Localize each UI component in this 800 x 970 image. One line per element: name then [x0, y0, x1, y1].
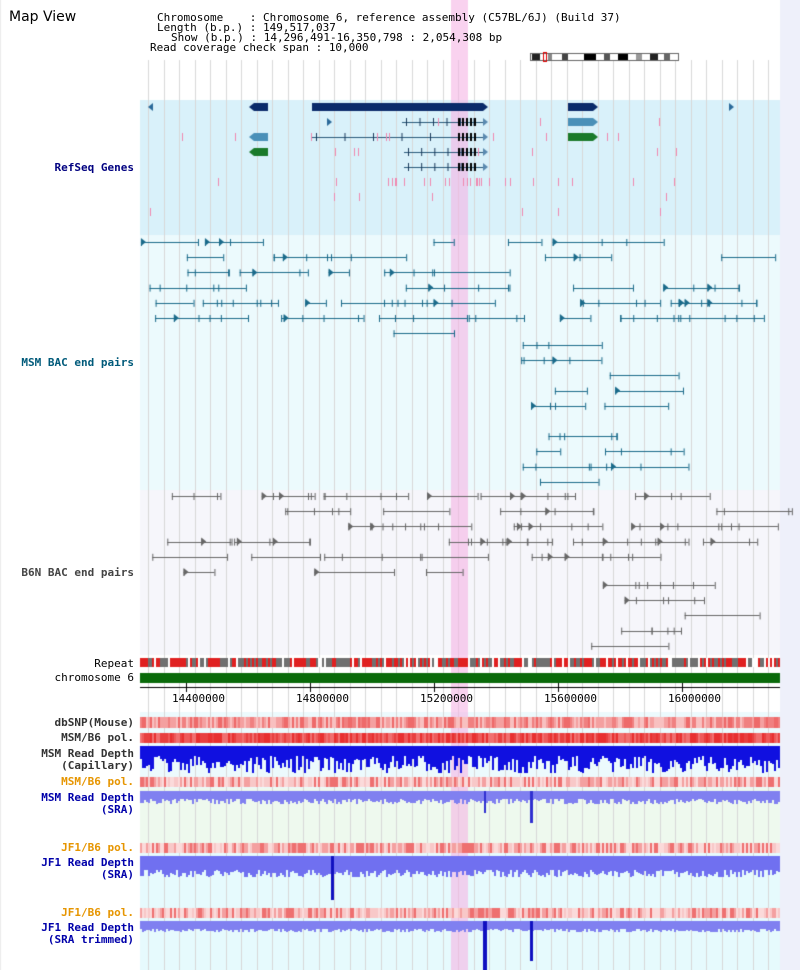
track-label-chromosome: chromosome 6	[54, 671, 134, 684]
track-label-jf1-b6-pol-1[interactable]: JF1/B6 pol.	[61, 841, 134, 854]
axis-tick-label: 16000000	[668, 692, 721, 705]
track-label-msm-read-depth-sra-1[interactable]: MSM Read Depth	[41, 791, 134, 804]
track-label-repeat: Repeat	[94, 657, 134, 670]
track-label-jf1-read-depth-trim-2: (SRA trimmed)	[47, 933, 134, 946]
length-info: Length (b.p.) : 149,517,037	[157, 22, 336, 33]
track-label-jf1-read-depth-trim-1[interactable]: JF1 Read Depth	[41, 921, 134, 934]
coverage-info: Read coverage check span : 10,000	[150, 42, 369, 53]
length-value: 149,517,037	[262, 21, 336, 34]
track-label-b6n-bac[interactable]: B6N BAC end pairs	[21, 566, 134, 579]
show-value: 14,296,491-16,350,798 : 2,054,308 bp	[263, 31, 503, 44]
axis-tick-label: 14800000	[296, 692, 349, 705]
track-label-dbsnp[interactable]: dbSNP(Mouse)	[54, 716, 134, 729]
page-title: Map View	[9, 9, 77, 25]
axis-tick-label: 15200000	[420, 692, 473, 705]
axis-tick-label: 15600000	[544, 692, 597, 705]
track-label-msm-read-depth-cap-1[interactable]: MSM Read Depth	[41, 747, 134, 760]
length-label: Length (b.p.) :	[157, 21, 263, 34]
chromosome-label: Chromosome :	[157, 11, 263, 24]
track-label-jf1-read-depth-sra-2: (SRA)	[100, 868, 134, 881]
show-info: Show (b.p.) : 14,296,491-16,350,798 : 2,…	[171, 32, 502, 43]
track-label-msm-bac[interactable]: MSM BAC end pairs	[21, 356, 134, 369]
track-label-refseq[interactable]: RefSeq Genes	[54, 161, 134, 174]
axis-tick-label: 14400000	[172, 692, 225, 705]
chromosome-info: Chromosome : Chromosome 6, reference ass…	[157, 12, 621, 23]
track-label-msm-b6-pol-2[interactable]: MSM/B6 pol.	[61, 775, 134, 788]
track-label-jf1-b6-pol-2[interactable]: JF1/B6 pol.	[61, 906, 134, 919]
chromosome-value: Chromosome 6, reference assembly (C57BL/…	[262, 11, 621, 24]
track-label-msm-read-depth-sra-2: (SRA)	[100, 803, 134, 816]
track-label-msm-b6-pol-1[interactable]: MSM/B6 pol.	[61, 731, 134, 744]
coverage-label: Read coverage check span :	[150, 41, 329, 54]
coverage-value: 10,000	[328, 41, 369, 54]
track-label-jf1-read-depth-sra-1[interactable]: JF1 Read Depth	[41, 856, 134, 869]
show-label: Show (b.p.) :	[171, 31, 264, 44]
track-label-msm-read-depth-cap-2: (Capillary)	[61, 759, 134, 772]
